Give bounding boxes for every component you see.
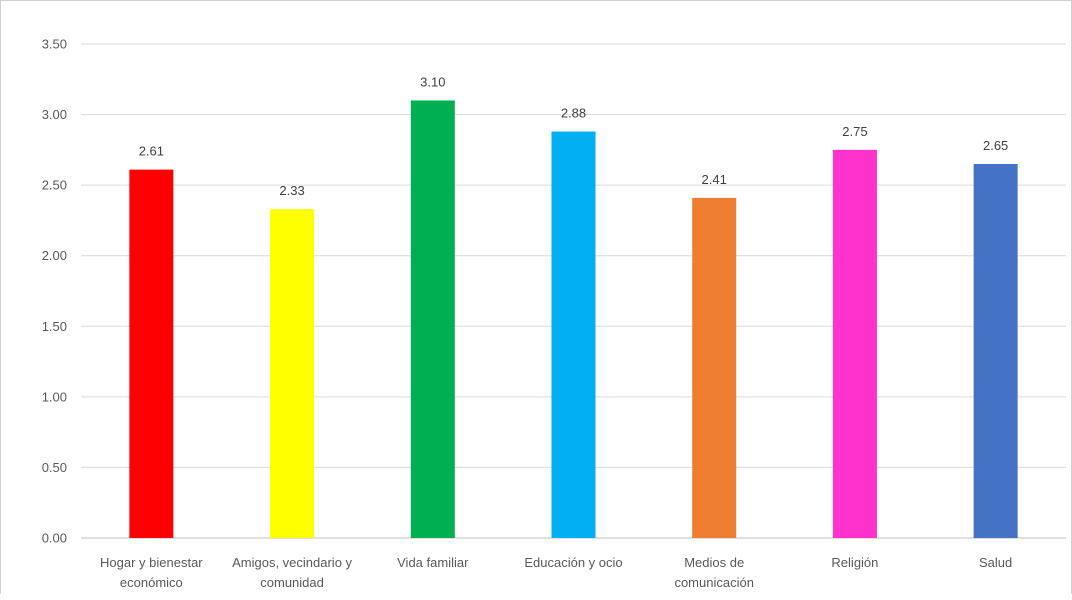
bars bbox=[129, 100, 1018, 539]
y-tick-label: 1.00 bbox=[42, 389, 67, 404]
bar bbox=[692, 197, 737, 539]
y-tick-label: 3.00 bbox=[42, 107, 67, 122]
y-tick-label: 2.50 bbox=[42, 178, 67, 193]
x-category-label: Vida familiar bbox=[397, 555, 469, 570]
x-category-label-line: comunidad bbox=[260, 575, 324, 590]
bar bbox=[832, 149, 877, 538]
data-label: 2.75 bbox=[842, 124, 867, 139]
x-category-label-line: Salud bbox=[979, 555, 1012, 570]
y-tick-label: 3.50 bbox=[42, 37, 67, 52]
x-category-label: Educación y ocio bbox=[524, 555, 622, 570]
x-category-label-line: Hogar y bienestar bbox=[100, 555, 203, 570]
bar bbox=[410, 100, 455, 538]
x-category-label-line: Vida familiar bbox=[397, 555, 469, 570]
x-category-label-line: Amigos, vecindario y bbox=[232, 555, 352, 570]
bar bbox=[551, 131, 596, 538]
x-category-label-line: económico bbox=[120, 575, 183, 590]
y-tick-label: 2.00 bbox=[42, 248, 67, 263]
data-label: 2.61 bbox=[139, 144, 164, 159]
y-tick-label: 0.00 bbox=[42, 531, 67, 546]
x-category-label-line: Religión bbox=[831, 555, 878, 570]
y-axis: 0.00 0.50 1.00 1.50 2.00 2.50 3.00 3.50 bbox=[42, 37, 67, 546]
y-tick-label: 0.50 bbox=[42, 460, 67, 475]
data-label: 2.88 bbox=[561, 106, 586, 121]
x-category-label: Salud bbox=[979, 555, 1012, 570]
data-label: 2.33 bbox=[279, 183, 304, 198]
bar bbox=[129, 169, 174, 539]
x-category-label: Amigos, vecindario y comunidad bbox=[232, 555, 352, 590]
data-label: 2.41 bbox=[702, 172, 727, 187]
x-category-label-line: Educación y ocio bbox=[524, 555, 622, 570]
y-tick-label: 1.50 bbox=[42, 319, 67, 334]
x-category-label-line: Medios de bbox=[684, 555, 744, 570]
bar bbox=[270, 209, 315, 538]
x-category-label-line: comunicación bbox=[674, 575, 754, 590]
bar bbox=[973, 163, 1018, 538]
x-category-label: Religión bbox=[831, 555, 878, 570]
data-label: 2.65 bbox=[983, 138, 1008, 153]
x-axis: Hogar y bienestar económico Amigos, vecind… bbox=[100, 555, 1012, 590]
data-labels: 2.61 2.33 3.10 2.88 2.41 2.75 2.65 bbox=[139, 74, 1009, 198]
x-category-label: Hogar y bienestar económico bbox=[100, 555, 203, 590]
x-category-label: Medios de comunicación bbox=[674, 555, 754, 590]
data-label: 3.10 bbox=[420, 74, 445, 89]
